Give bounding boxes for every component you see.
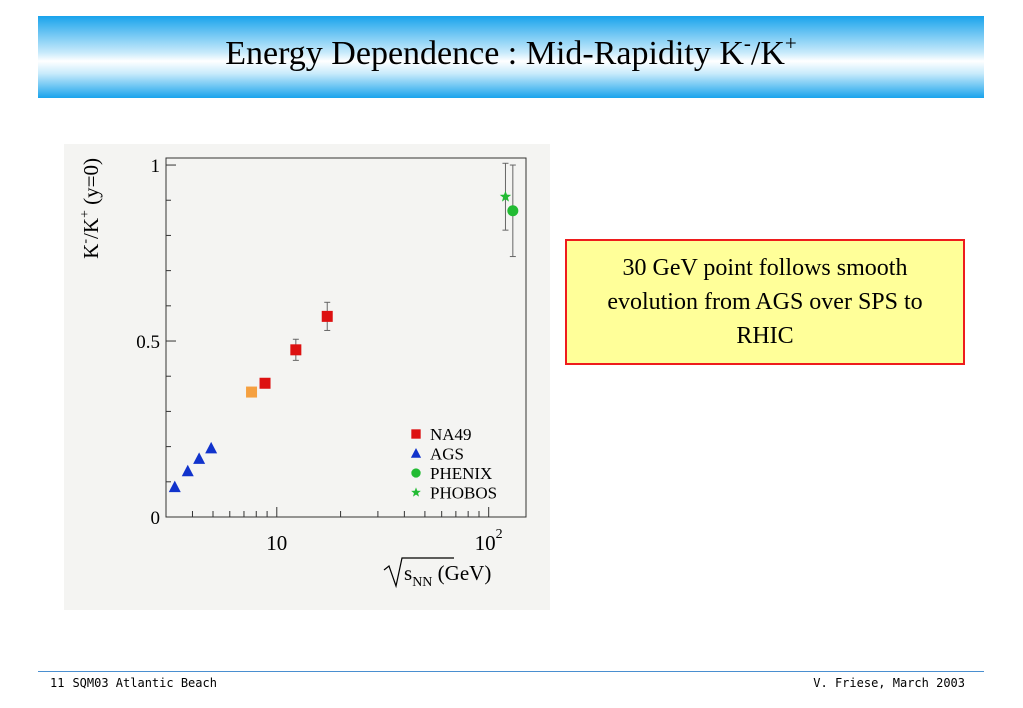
title-superscript-minus: - bbox=[743, 31, 751, 55]
callout-box: 30 GeV point follows smooth evolution fr… bbox=[565, 239, 965, 365]
y-tick-label: 1 bbox=[151, 156, 161, 177]
data-point-ags bbox=[168, 480, 181, 493]
title-banner: Energy Dependence : Mid-Rapidity K-/K+ bbox=[38, 16, 984, 98]
data-point-phenix bbox=[507, 205, 519, 217]
legend-label: PHENIX bbox=[430, 464, 492, 483]
legend-marker bbox=[411, 487, 421, 497]
data-point-na49-30-gev bbox=[246, 386, 258, 398]
event-name: SQM03 Atlantic Beach bbox=[72, 676, 217, 690]
y-axis-label-part: (y=0) bbox=[79, 158, 103, 210]
data-point-phobos bbox=[499, 190, 512, 202]
x-tick-label: 102 bbox=[475, 527, 503, 555]
legend-label: NA49 bbox=[430, 425, 472, 444]
y-tick-label: 0 bbox=[151, 508, 161, 529]
legend-marker bbox=[411, 429, 421, 439]
y-tick-label: 0.5 bbox=[136, 332, 160, 353]
x-axis-label: sNN (GeV) bbox=[404, 561, 491, 590]
slide-title: Energy Dependence : Mid-Rapidity K-/K+ bbox=[38, 33, 984, 73]
y-axis-label-part: /K bbox=[79, 218, 103, 239]
legend-label: AGS bbox=[430, 445, 464, 464]
data-point-ags bbox=[193, 452, 206, 464]
data-point-na49 bbox=[259, 377, 271, 389]
y-axis-label: K-/K+ (y=0) bbox=[78, 158, 103, 259]
x-tick-exponent: 2 bbox=[496, 527, 503, 542]
y-axis-label-part: + bbox=[78, 210, 93, 218]
chart-background bbox=[64, 144, 550, 610]
data-point-ags bbox=[181, 464, 194, 477]
data-point-na49 bbox=[321, 310, 333, 322]
y-axis-label-part: K bbox=[79, 244, 103, 259]
title-superscript-plus: + bbox=[784, 31, 797, 55]
legend-marker bbox=[411, 468, 421, 478]
title-mid: /K bbox=[750, 35, 785, 72]
legend-marker bbox=[410, 447, 422, 458]
x-tick-label: 10 bbox=[266, 531, 287, 555]
data-point-ags bbox=[205, 441, 218, 454]
plot-frame bbox=[165, 157, 527, 518]
y-axis-label-part: - bbox=[78, 239, 93, 244]
kminus-kplus-energy-chart: 0 0.5 1 10 102 sNN (GeV) K-/K+ (y=0) NA49AGSPHE… bbox=[78, 156, 527, 590]
legend-label: PHOBOS bbox=[430, 484, 497, 503]
x-axis-label-unit: (GeV) bbox=[432, 561, 491, 585]
footer-divider bbox=[38, 671, 984, 672]
sqrt-sign bbox=[383, 557, 454, 589]
x-axis-label-subscript: NN bbox=[412, 575, 432, 590]
page-number: 11 bbox=[50, 676, 65, 690]
title-main: Energy Dependence : Mid-Rapidity K bbox=[225, 35, 744, 72]
footer-left: 11 SQM03 Atlantic Beach bbox=[50, 676, 225, 690]
data-point-na49 bbox=[290, 344, 302, 356]
footer-author-date: V. Friese, March 2003 bbox=[813, 676, 965, 690]
callout-text: 30 GeV point follows smooth evolution fr… bbox=[607, 255, 923, 349]
